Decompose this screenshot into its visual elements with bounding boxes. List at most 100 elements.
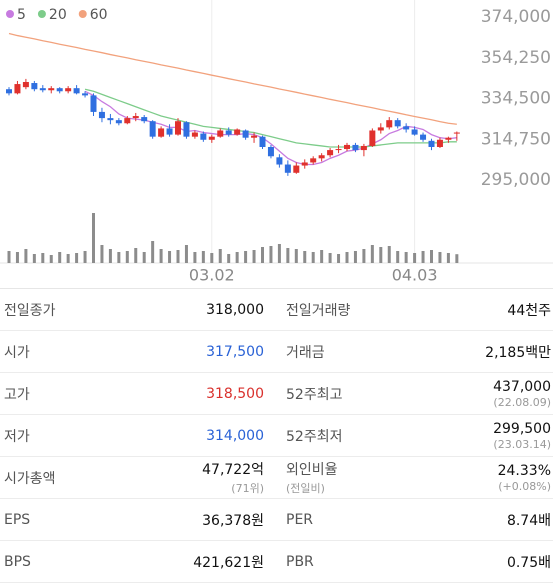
candle-body	[276, 157, 283, 165]
volume-bar	[7, 251, 11, 263]
label-text: 전일거래량	[286, 302, 351, 319]
volume-bar	[311, 252, 315, 263]
volume-bar	[184, 245, 188, 263]
label-text: EPS	[4, 511, 31, 528]
value-text: 421,621원	[193, 554, 264, 571]
candle-body	[98, 111, 105, 119]
candle-body	[6, 89, 12, 94]
cell-label: 외인비율 (전일비)	[286, 459, 338, 496]
volume-bar	[201, 251, 205, 263]
candle-body	[310, 158, 317, 163]
value-text: 299,500	[493, 420, 551, 437]
volume-bar	[446, 253, 450, 263]
y-tick-label: 374,000	[481, 7, 551, 27]
table-cell: PBR 0.75배	[286, 541, 553, 582]
volume-bar	[32, 254, 36, 263]
candle-body	[445, 137, 452, 140]
cell-label: BPS	[4, 554, 31, 570]
candle-body	[183, 122, 190, 137]
volume-bar	[227, 254, 231, 263]
volume-bar	[387, 246, 391, 263]
value-text: 0.75배	[506, 554, 551, 571]
volume-bar	[404, 252, 408, 263]
table-cell: 저가 314,000	[0, 415, 268, 456]
candle-body	[394, 120, 401, 127]
cell-value: 421,621원	[193, 552, 264, 572]
table-row: 고가 318,500 52주최고 437,000 (22.08.09)	[0, 373, 553, 415]
value-text: 318,000	[206, 301, 264, 318]
candle-body	[403, 126, 410, 130]
candle-body	[267, 146, 274, 157]
candle-body	[115, 120, 122, 124]
candle-body	[251, 135, 258, 138]
table-cell: 고가 318,500	[0, 373, 268, 414]
volume-bar	[303, 251, 307, 263]
candle-body	[90, 95, 97, 112]
candle-body	[22, 81, 29, 88]
volume-bar	[362, 249, 366, 263]
candle-body	[411, 129, 418, 135]
volume-bar	[15, 252, 19, 263]
table-cell: 시가 317,500	[0, 331, 268, 372]
cell-label: PER	[286, 512, 313, 528]
cell-label: 52주최저	[286, 426, 342, 446]
candle-body	[420, 134, 427, 140]
volume-bar	[159, 249, 163, 263]
volume-bar	[244, 251, 248, 263]
candle-body	[14, 84, 21, 94]
cell-label: 고가	[4, 384, 30, 404]
candle-body	[318, 155, 325, 159]
volume-bar	[151, 241, 155, 263]
candle-body	[428, 140, 435, 147]
y-tick-label: 314,750	[481, 129, 551, 149]
label-text: 전일종가	[4, 302, 56, 319]
table-cell: BPS 421,621원	[0, 541, 268, 582]
cell-value: 24.33% (+0.08%)	[498, 463, 551, 493]
candle-body	[73, 88, 80, 94]
candle-body	[191, 132, 198, 137]
cell-label: 시가	[4, 342, 30, 362]
candle-body	[386, 120, 393, 128]
table-cell: 52주최저 299,500 (23.03.14)	[286, 415, 553, 456]
volume-bar	[320, 250, 324, 263]
table-cell: 전일거래량 44천주	[286, 289, 553, 330]
value-text: 8.74배	[506, 512, 551, 529]
cell-value: 317,500	[206, 344, 264, 360]
candle-body	[158, 128, 165, 137]
volume-bar	[261, 247, 264, 263]
value-text: 317,500	[206, 343, 264, 360]
candle-body	[453, 132, 460, 134]
volume-bar	[41, 253, 45, 263]
candle-body	[82, 93, 89, 96]
chart: 03.02 04.03 374,000 354,250 334,500 314,750 29…	[0, 0, 553, 289]
legend-label: 5	[17, 7, 26, 23]
volume-bar	[438, 252, 442, 263]
volume-bar	[83, 251, 87, 263]
volume-bar	[193, 252, 197, 263]
volume-bar	[134, 248, 138, 263]
legend-dot	[78, 10, 87, 18]
volume-bar	[24, 249, 28, 263]
value-text: 24.33%	[497, 462, 551, 479]
volume-bar	[210, 253, 214, 263]
label-text: 거래금	[286, 344, 325, 361]
y-tick-label: 334,500	[481, 89, 551, 109]
volume-bar	[235, 252, 239, 263]
volume-bar	[92, 213, 95, 263]
candle-body	[175, 121, 181, 135]
volume-bar	[286, 248, 290, 263]
value-text: 318,500	[206, 385, 264, 402]
label-text: 고가	[4, 386, 30, 403]
candle-body	[65, 88, 72, 92]
legend-dot	[6, 10, 14, 18]
volume-bar	[125, 251, 129, 263]
cell-value: 0.75배	[507, 552, 551, 572]
candle-body	[436, 139, 443, 147]
cell-value: 2,185백만	[485, 342, 551, 362]
table-cell: 거래금 2,185백만	[286, 331, 553, 372]
legend-label: 20	[49, 7, 67, 23]
candle-body	[293, 165, 300, 173]
volume-bar	[328, 253, 332, 263]
